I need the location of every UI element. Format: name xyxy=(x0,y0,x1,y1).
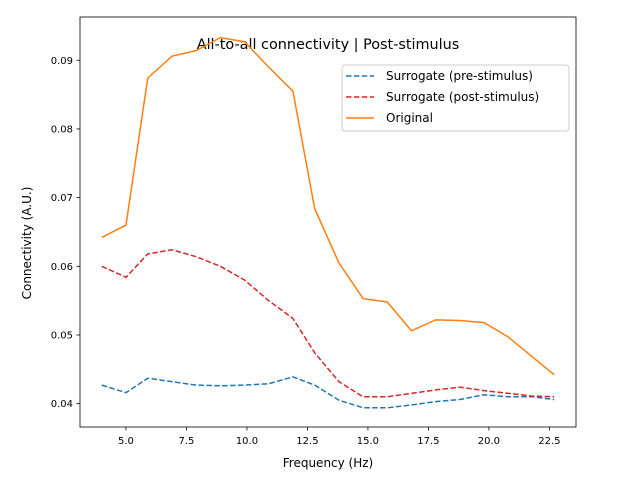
y-tick-label: 0.09 xyxy=(51,56,73,67)
x-tick-label: 10.0 xyxy=(236,436,258,447)
legend-box xyxy=(341,64,570,132)
y-tick-label: 0.06 xyxy=(51,262,73,273)
x-tick-label: 7.5 xyxy=(179,436,195,447)
plot-frame xyxy=(79,16,577,428)
legend-label: Original xyxy=(386,111,433,125)
legend-label: Surrogate (post-stimulus) xyxy=(386,90,539,104)
series-line-1 xyxy=(101,249,555,398)
legend-label: Surrogate (pre-stimulus) xyxy=(386,69,533,83)
series-line-0 xyxy=(101,376,555,409)
x-tick-label: 5.0 xyxy=(118,436,134,447)
series-line-2 xyxy=(101,36,555,376)
y-tick-label: 0.08 xyxy=(51,124,73,135)
legend: Surrogate (pre-stimulus) Surrogate (post-… xyxy=(341,64,570,132)
y-tick-label: 0.04 xyxy=(51,399,73,410)
x-axis-label: Frequency (Hz) xyxy=(283,456,374,470)
x-tick-label: 12.5 xyxy=(296,436,318,447)
y-axis-label: Connectivity (A.U.) xyxy=(20,187,34,300)
y-tick-label: 0.07 xyxy=(51,193,73,204)
x-tick-label: 22.5 xyxy=(538,436,560,447)
x-tick-label: 17.5 xyxy=(417,436,439,447)
y-tick-label: 0.05 xyxy=(51,330,73,341)
x-tick-label: 20.0 xyxy=(478,436,500,447)
chart-title: All-to-all connectivity | Post-stimulus xyxy=(197,37,460,53)
x-tick-label: 15.0 xyxy=(357,436,379,447)
